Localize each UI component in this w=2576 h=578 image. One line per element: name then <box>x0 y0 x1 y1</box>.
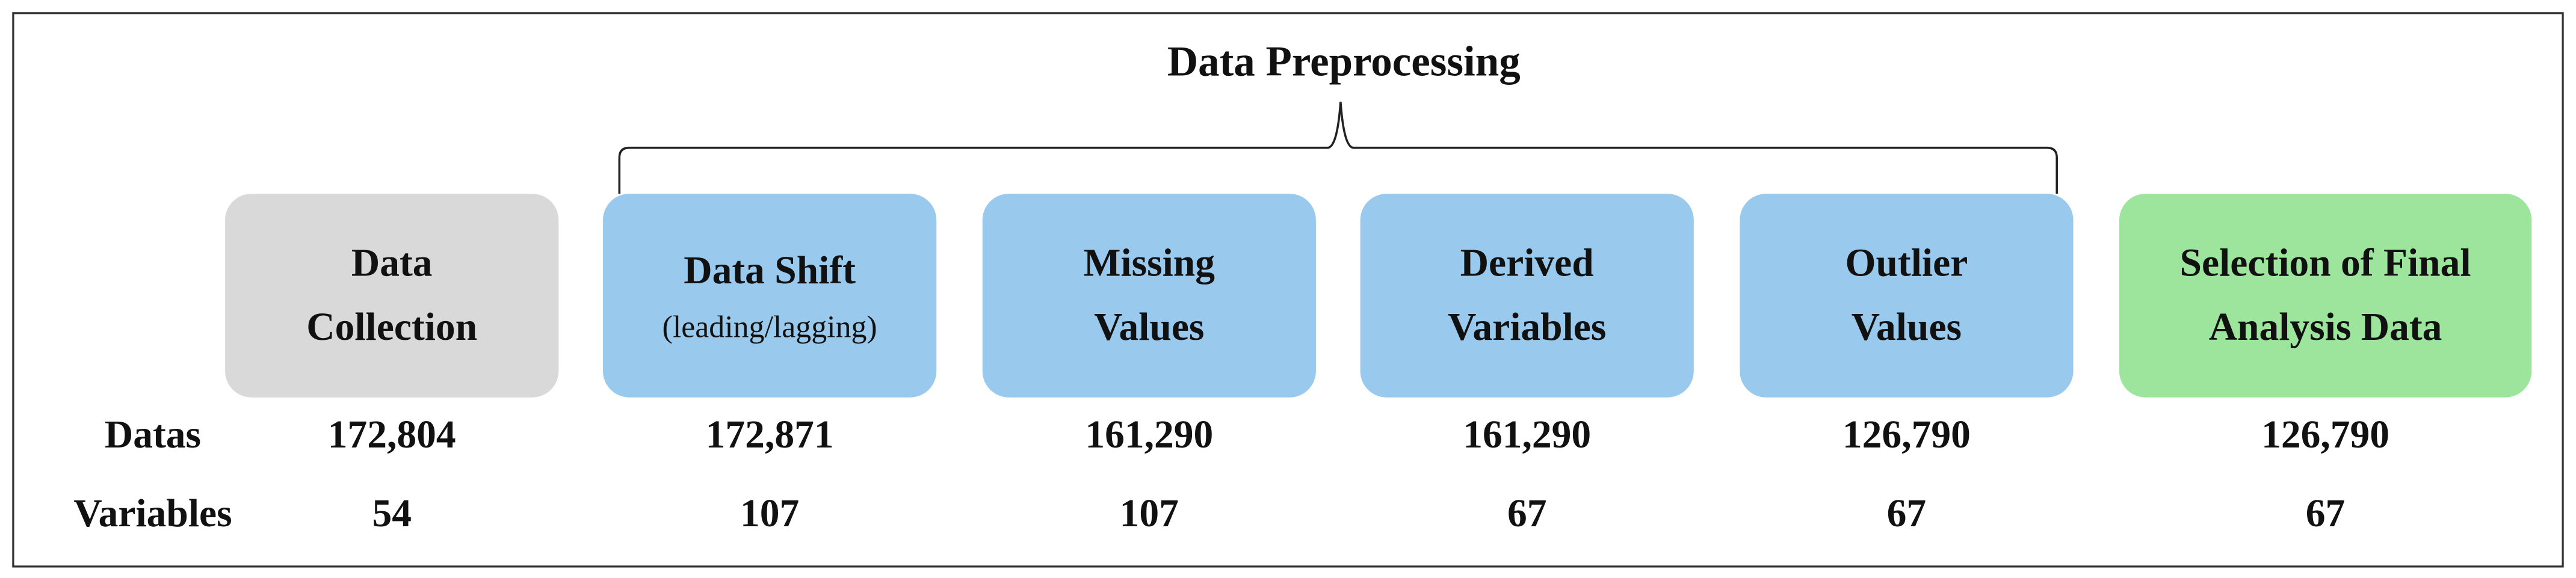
heading: Data Preprocessing <box>1167 38 1521 85</box>
stage-label: Variables <box>1448 306 1606 349</box>
stage-label: Selection of Final <box>2180 242 2471 285</box>
stage-label: Analysis Data <box>2209 306 2442 349</box>
variables-value: 67 <box>1507 492 1547 535</box>
stage-label: Outlier <box>1845 242 1968 285</box>
row-label: Datas <box>105 413 201 457</box>
datas-value: 172,804 <box>328 413 456 457</box>
variables-value: 67 <box>1887 492 1927 535</box>
datas-value: 126,790 <box>2261 413 2389 457</box>
frame <box>12 12 2564 568</box>
stage-label: Values <box>1094 306 1204 349</box>
variables-value: 107 <box>740 492 799 535</box>
stage-box <box>982 194 1316 398</box>
stage-box <box>603 194 937 398</box>
row-label: Variables <box>73 492 232 535</box>
stage-label: Collection <box>306 306 477 349</box>
variables-value: 107 <box>1120 492 1179 535</box>
stage-sublabel: (leading/lagging) <box>663 310 877 345</box>
datas-value: 172,871 <box>706 413 834 457</box>
stage-label: Values <box>1852 306 1962 349</box>
stage-label: Data <box>351 242 433 285</box>
stage-label: Data Shift <box>684 249 856 292</box>
stage-label: Derived <box>1460 242 1594 285</box>
stage-box <box>1740 194 2074 398</box>
stage-label: Missing <box>1084 242 1215 285</box>
stage-box <box>2119 194 2532 398</box>
stage-box <box>225 194 559 398</box>
variables-value: 54 <box>372 492 412 535</box>
stage-box <box>1360 194 1694 398</box>
brace <box>618 102 2058 194</box>
datas-value: 126,790 <box>1842 413 1971 457</box>
datas-value: 161,290 <box>1085 413 1213 457</box>
variables-value: 67 <box>2306 492 2346 535</box>
datas-value: 161,290 <box>1463 413 1591 457</box>
